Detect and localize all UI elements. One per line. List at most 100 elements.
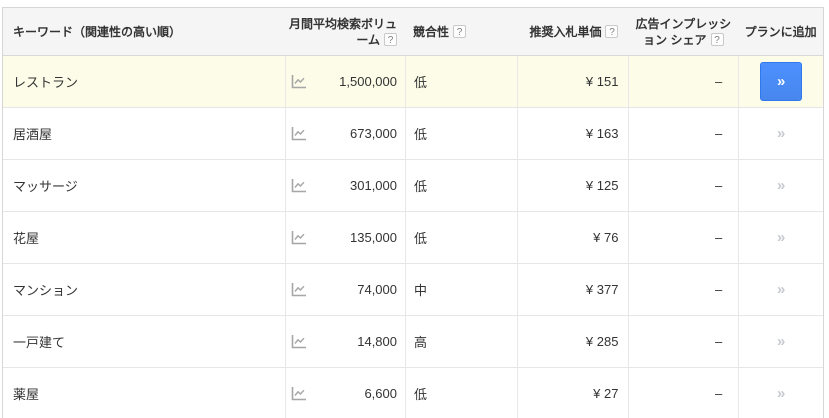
- bid-cell: ¥ 377: [516, 264, 629, 315]
- competition-value: 低: [414, 231, 428, 246]
- trend-chart-icon[interactable]: [291, 178, 307, 193]
- impression-share-cell: –: [628, 212, 738, 263]
- add-to-plan-button[interactable]: »: [776, 333, 786, 350]
- add-to-plan-button[interactable]: »: [776, 125, 786, 142]
- volume-value: 1,500,000: [339, 74, 397, 89]
- table-header-row: キーワード（関連性の高い順） 月間平均検索ボリューム? 競合性? 推奨入札単価?…: [3, 8, 823, 56]
- competition-cell: 中: [405, 264, 517, 315]
- volume-value: 673,000: [350, 126, 397, 141]
- column-header-search-volume: 月間平均検索ボリューム?: [285, 16, 405, 48]
- add-to-plan-button[interactable]: »: [776, 281, 786, 298]
- table-row: 花屋 135,000 低 ¥ 76 – »: [3, 212, 823, 264]
- keyword-cell: マンション: [3, 264, 285, 315]
- bid-header-label: 推奨入札単価: [529, 24, 602, 39]
- search-volume-cell: 74,000: [285, 264, 405, 315]
- competition-value: 低: [414, 179, 428, 194]
- keyword-ideas-table: キーワード（関連性の高い順） 月間平均検索ボリューム? 競合性? 推奨入札単価?…: [2, 7, 824, 418]
- search-volume-cell: 301,000: [285, 160, 405, 211]
- bid-value: ¥ 377: [585, 282, 619, 297]
- impression-share-value: –: [714, 334, 723, 349]
- table-row: マンション 74,000 中 ¥ 377 – »: [3, 264, 823, 316]
- keyword-text: レストラン: [13, 75, 79, 90]
- bid-value: ¥ 285: [585, 334, 619, 349]
- add-to-plan-button[interactable]: »: [776, 385, 786, 402]
- keyword-cell: 花屋: [3, 212, 285, 263]
- table-row: 居酒屋 673,000 低 ¥ 163 – »: [3, 108, 823, 160]
- bid-cell: ¥ 163: [516, 108, 629, 159]
- volume-value: 135,000: [350, 230, 397, 245]
- column-header-add-to-plan: プランに追加: [738, 24, 823, 40]
- trend-chart-icon[interactable]: [291, 334, 307, 349]
- keyword-text: 居酒屋: [13, 127, 53, 142]
- competition-value: 低: [414, 387, 428, 402]
- help-icon[interactable]: ?: [710, 32, 724, 46]
- impression-share-value: –: [714, 178, 723, 193]
- help-icon[interactable]: ?: [605, 24, 619, 38]
- volume-header-label: 月間平均検索ボリューム: [288, 16, 397, 47]
- competition-cell: 低: [405, 160, 517, 211]
- add-to-plan-button[interactable]: »: [776, 229, 786, 246]
- keyword-cell: 一戸建て: [3, 316, 285, 367]
- impression-share-value: –: [714, 230, 723, 245]
- impression-share-cell: –: [628, 56, 738, 107]
- impression-share-cell: –: [628, 316, 738, 367]
- impression-share-value: –: [714, 74, 723, 89]
- keyword-text: マンション: [13, 283, 79, 298]
- keyword-cell: 薬屋: [3, 368, 285, 418]
- bid-value: ¥ 125: [585, 178, 619, 193]
- add-to-plan-cell: »: [738, 160, 823, 211]
- table-row: 一戸建て 14,800 高 ¥ 285 – »: [3, 316, 823, 368]
- search-volume-cell: 14,800: [285, 316, 405, 367]
- search-volume-cell: 6,600: [285, 368, 405, 418]
- column-header-suggested-bid: 推奨入札単価?: [517, 24, 629, 40]
- bid-cell: ¥ 151: [516, 56, 629, 107]
- trend-chart-icon[interactable]: [291, 126, 307, 141]
- table-row: 薬屋 6,600 低 ¥ 27 – »: [3, 368, 823, 418]
- competition-value: 高: [414, 335, 428, 350]
- bid-value: ¥ 76: [593, 230, 619, 245]
- table-row: レストラン 1,500,000 低 ¥ 151 – »: [3, 56, 823, 108]
- keyword-cell: 居酒屋: [3, 108, 285, 159]
- add-to-plan-cell: »: [738, 108, 823, 159]
- impression-share-value: –: [714, 386, 723, 401]
- column-header-impression-share: 広告インプレッション シェア?: [628, 16, 738, 48]
- bid-value: ¥ 27: [593, 386, 619, 401]
- volume-value: 74,000: [357, 282, 397, 297]
- help-icon[interactable]: ?: [384, 32, 397, 46]
- competition-value: 中: [414, 283, 428, 298]
- competition-cell: 低: [405, 108, 517, 159]
- bid-cell: ¥ 76: [516, 212, 629, 263]
- volume-value: 14,800: [357, 334, 397, 349]
- competition-cell: 低: [405, 56, 517, 107]
- competition-cell: 高: [405, 316, 517, 367]
- add-to-plan-button[interactable]: »: [760, 62, 803, 101]
- search-volume-cell: 1,500,000: [285, 56, 405, 107]
- add-to-plan-cell: »: [738, 264, 823, 315]
- add-to-plan-cell: »: [738, 212, 823, 263]
- column-header-competition: 競合性?: [405, 24, 517, 40]
- search-volume-cell: 135,000: [285, 212, 405, 263]
- keyword-cell: レストラン: [3, 56, 285, 107]
- keyword-text: マッサージ: [13, 179, 78, 194]
- bid-value: ¥ 163: [585, 126, 619, 141]
- help-icon[interactable]: ?: [453, 24, 467, 38]
- bid-cell: ¥ 27: [516, 368, 629, 418]
- competition-cell: 低: [405, 368, 517, 418]
- column-header-keyword: キーワード（関連性の高い順）: [3, 24, 285, 40]
- trend-chart-icon[interactable]: [291, 282, 307, 297]
- trend-chart-icon[interactable]: [291, 386, 307, 401]
- impression-share-value: –: [714, 126, 723, 141]
- impression-share-cell: –: [628, 160, 738, 211]
- table-row: マッサージ 301,000 低 ¥ 125 – »: [3, 160, 823, 212]
- impression-share-header-label: 広告インプレッション シェア: [635, 16, 732, 47]
- competition-cell: 低: [405, 212, 517, 263]
- trend-chart-icon[interactable]: [291, 230, 307, 245]
- volume-value: 6,600: [364, 386, 397, 401]
- trend-chart-icon[interactable]: [291, 74, 307, 89]
- impression-share-cell: –: [628, 368, 738, 418]
- add-to-plan-button[interactable]: »: [776, 177, 786, 194]
- add-to-plan-cell: »: [738, 316, 823, 367]
- competition-value: 低: [414, 75, 428, 90]
- search-volume-cell: 673,000: [285, 108, 405, 159]
- add-to-plan-cell: »: [738, 56, 823, 107]
